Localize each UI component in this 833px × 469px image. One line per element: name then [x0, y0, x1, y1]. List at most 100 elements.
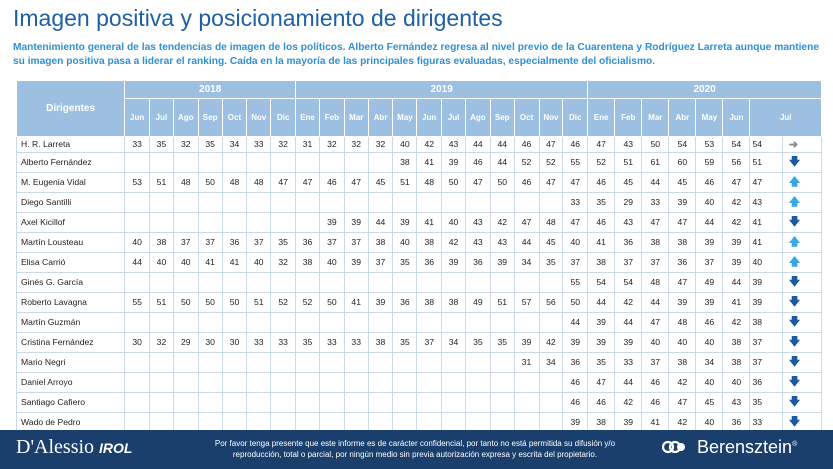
value-cell — [392, 371, 418, 393]
value-cell: 46 — [587, 391, 616, 413]
table-row: Mario Negri 31 34 36 35 33 37 38 34 38 37 🡇 — [15, 351, 823, 373]
value-cell: 34 — [441, 331, 466, 353]
value-cell — [172, 191, 199, 213]
value-cell — [441, 191, 466, 213]
value-cell: 39 — [343, 251, 369, 273]
table-row: Martín Guzmán 44 39 44 47 48 46 42 38 🡇 — [15, 311, 823, 333]
value-cell: 46 — [318, 171, 345, 193]
value-cell: 38 — [749, 311, 783, 333]
value-cell: 38 — [722, 331, 751, 353]
value-cell: 40 — [392, 231, 418, 253]
value-cell: 47 — [668, 211, 697, 233]
value-cell: 46 — [562, 391, 589, 413]
value-cell — [124, 271, 151, 293]
irol-logo-text: IROL — [99, 440, 133, 456]
value-cell — [367, 151, 394, 173]
value-cell: 38 — [641, 231, 670, 253]
value-cell: 45 — [695, 391, 724, 413]
value-cell: 33 — [270, 331, 297, 353]
value-cell — [197, 211, 223, 233]
trend-arrow-icon: 🡅 — [781, 251, 823, 273]
dirigente-name: Daniel Arroyo — [15, 371, 126, 393]
value-cell: 37 — [749, 331, 783, 353]
dalessio-logo-text: D'Alessio — [16, 436, 95, 458]
value-cell: 50 — [441, 171, 466, 193]
month-header: Jun — [416, 98, 443, 137]
value-cell: 36 — [614, 231, 643, 253]
dirigente-name: Roberto Lavagna — [15, 291, 126, 313]
table-row: Diego Santilli 33 35 29 33 39 40 42 43 🡅 — [15, 191, 823, 213]
value-cell: 42 — [416, 136, 443, 153]
value-cell — [246, 351, 272, 373]
value-cell: 40 — [441, 211, 466, 233]
dirigente-name: Diego Santilli — [15, 191, 126, 213]
value-cell: 38 — [416, 231, 443, 253]
value-cell: 36 — [562, 351, 589, 373]
value-cell: 47 — [538, 136, 564, 153]
footer-bar: D'Alessio IROL Por favor tenga presente … — [0, 430, 833, 469]
value-cell — [270, 191, 297, 213]
value-cell: 39 — [441, 251, 466, 273]
month-header: Mar — [641, 98, 670, 137]
value-cell: 40 — [695, 191, 724, 213]
value-cell: 47 — [562, 171, 589, 193]
value-cell: 39 — [668, 291, 697, 313]
value-cell — [416, 371, 443, 393]
dirigente-name: Santiago Cafiero — [15, 391, 126, 413]
value-cell — [343, 271, 369, 293]
value-cell: 51 — [392, 171, 418, 193]
value-cell: 44 — [489, 136, 515, 153]
value-cell — [441, 371, 466, 393]
trend-arrow-icon: 🡇 — [781, 331, 823, 353]
month-header: Nov — [538, 98, 564, 137]
value-cell: 50 — [562, 291, 589, 313]
value-cell: 41 — [722, 291, 751, 313]
value-cell — [295, 311, 320, 333]
value-cell: 46 — [695, 311, 724, 333]
value-cell: 50 — [221, 291, 248, 313]
value-cell: 48 — [221, 171, 248, 193]
value-cell: 35 — [464, 331, 491, 353]
dirigente-name: Axel Kicillof — [15, 211, 126, 233]
value-cell: 32 — [318, 136, 345, 153]
registered-mark: ® — [792, 441, 798, 448]
value-cell: 39 — [562, 331, 589, 353]
value-cell: 38 — [392, 151, 418, 173]
value-cell — [246, 191, 272, 213]
trend-arrow-icon: 🡇 — [781, 311, 823, 333]
value-cell: 47 — [668, 391, 697, 413]
trend-arrow-icon: 🡇 — [781, 351, 823, 373]
value-cell — [441, 391, 466, 413]
value-cell: 45 — [668, 171, 697, 193]
month-header: Dic — [562, 98, 589, 137]
value-cell — [124, 211, 151, 233]
value-cell: 43 — [722, 391, 751, 413]
month-header: Jul — [441, 98, 466, 137]
value-cell: 35 — [295, 331, 320, 353]
value-cell: 32 — [172, 136, 199, 153]
value-cell — [367, 271, 394, 293]
value-cell: 54 — [749, 136, 783, 153]
value-cell — [221, 151, 248, 173]
table-row: Martín Lousteau 40 38 37 37 36 37 35 36 37 37 38 40 3… — [15, 231, 823, 253]
value-cell — [513, 391, 540, 413]
table-body: H. R. Larreta 33 35 32 35 34 33 32 31 32 32 32 40 42 4… — [15, 136, 823, 433]
month-header: Ene — [295, 98, 320, 137]
value-cell — [221, 191, 248, 213]
value-cell: 39 — [318, 211, 345, 233]
value-cell: 35 — [587, 351, 616, 373]
value-cell: 36 — [416, 251, 443, 273]
value-cell: 46 — [695, 171, 724, 193]
value-cell: 50 — [197, 171, 223, 193]
value-cell: 32 — [149, 331, 174, 353]
trend-arrow-icon: 🡇 — [781, 211, 823, 233]
value-cell: 52 — [538, 151, 564, 173]
value-cell — [270, 271, 297, 293]
value-cell: 46 — [562, 371, 589, 393]
value-cell: 39 — [749, 271, 783, 293]
table-row: Santiago Cafiero 46 46 42 46 47 45 43 35 🡇 — [15, 391, 823, 413]
value-cell: 37 — [367, 251, 394, 273]
month-header: Nov — [246, 98, 272, 137]
value-cell — [392, 391, 418, 413]
page-title: Imagen positiva y posicionamiento de dir… — [13, 5, 503, 31]
